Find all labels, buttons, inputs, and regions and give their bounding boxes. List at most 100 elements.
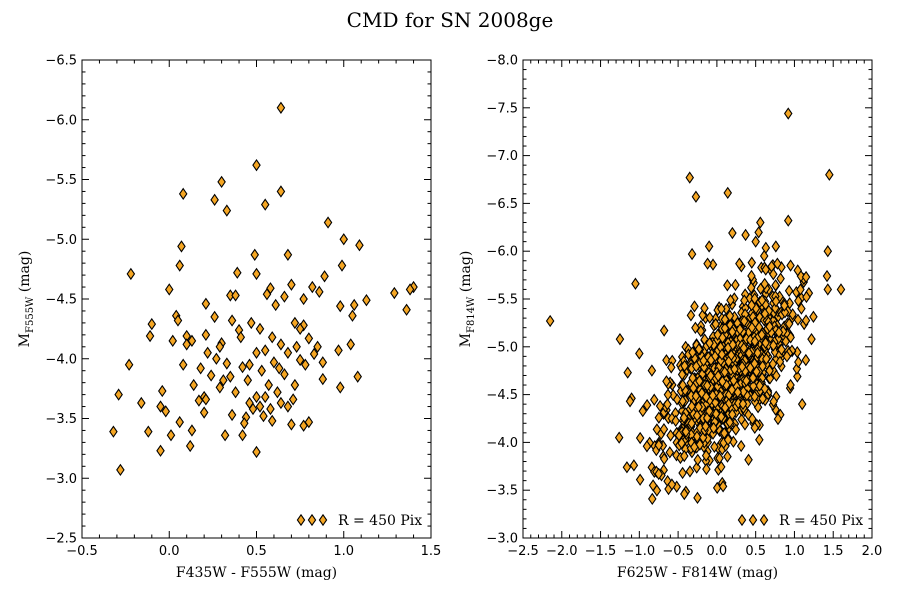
data-point [240, 417, 249, 430]
data-point [768, 357, 778, 371]
data-point [349, 298, 359, 312]
y-tick-label: −2.5 [45, 532, 77, 547]
data-point [250, 248, 260, 261]
data-point [201, 393, 211, 406]
data-point [252, 267, 261, 281]
data-point [704, 404, 714, 418]
data-point [693, 491, 702, 505]
data-point [178, 187, 188, 201]
data-point [243, 374, 253, 387]
legend-label: R = 450 Pix [338, 513, 422, 529]
data-point [231, 386, 240, 399]
legend: R = 450 Pix [737, 513, 863, 529]
data-point [701, 390, 711, 404]
data-point [783, 214, 793, 227]
data-point [175, 415, 184, 429]
data-point [156, 400, 165, 413]
data-point [109, 425, 118, 438]
data-point [801, 314, 811, 327]
data-point [739, 315, 749, 328]
data-point [720, 427, 729, 440]
data-point [287, 278, 296, 291]
data-point [615, 332, 625, 346]
data-point [723, 186, 733, 200]
data-point [718, 480, 728, 493]
data-point [267, 331, 277, 344]
legend-label: R = 450 Pix [779, 513, 863, 529]
data-point [809, 310, 818, 323]
data-point [794, 294, 803, 308]
data-point [335, 300, 345, 313]
data-point [309, 347, 319, 361]
data-point [201, 297, 211, 310]
data-point [362, 294, 371, 307]
data-point [313, 340, 322, 353]
data-point [782, 350, 792, 363]
data-point [690, 440, 699, 454]
data-point [730, 363, 739, 376]
data-point [703, 257, 712, 270]
data-point [780, 299, 789, 312]
data-point [793, 313, 803, 326]
y-tick-label: −5.0 [45, 233, 77, 248]
data-point [283, 346, 293, 359]
data-point [304, 415, 314, 429]
data-point [685, 171, 695, 184]
data-point [259, 409, 268, 423]
data-point [196, 362, 205, 375]
data-point [348, 309, 357, 322]
x-axis-label: F625W - F814W (mag) [617, 565, 778, 581]
data-point [654, 467, 663, 481]
data-point [252, 346, 261, 359]
data-point [709, 421, 718, 435]
data-point [257, 364, 267, 377]
data-point [147, 317, 157, 331]
data-point [266, 402, 275, 416]
data-point [711, 317, 720, 331]
data-point [227, 408, 237, 422]
data-point [748, 412, 757, 426]
data-point [215, 340, 225, 353]
data-point [794, 355, 803, 369]
data-point [699, 354, 708, 367]
data-point [320, 270, 329, 283]
data-point [649, 393, 659, 406]
data-point [114, 388, 123, 401]
data-point [124, 358, 134, 371]
data-point [764, 304, 774, 317]
data-point [177, 240, 186, 253]
data-point [731, 423, 741, 436]
data-point [747, 321, 757, 334]
data-point [137, 396, 146, 410]
data-point [355, 239, 364, 252]
data-point [793, 264, 803, 277]
data-point [698, 431, 708, 444]
data-point [688, 346, 697, 359]
data-point [760, 382, 770, 395]
y-tick-label: −4.5 [486, 388, 518, 403]
y-tick-label: −3.5 [486, 484, 518, 499]
y-tick-label: −4.0 [486, 436, 518, 451]
data-points [545, 107, 846, 506]
data-point [752, 365, 761, 378]
data-point [654, 439, 664, 452]
x-tick-label: −2.0 [546, 544, 578, 559]
data-point [659, 324, 669, 337]
data-point [680, 359, 689, 373]
data-point [691, 360, 701, 373]
data-point [691, 190, 701, 203]
data-point [702, 462, 711, 476]
data-point [189, 378, 198, 392]
data-point [726, 294, 735, 307]
data-point [686, 309, 696, 322]
data-point [116, 463, 125, 477]
data-point [697, 386, 707, 400]
data-point [694, 343, 704, 356]
data-point [690, 300, 699, 313]
data-point [283, 400, 293, 413]
data-point [231, 289, 240, 302]
data-point [715, 389, 725, 403]
data-point [739, 385, 748, 398]
data-point [238, 360, 247, 374]
